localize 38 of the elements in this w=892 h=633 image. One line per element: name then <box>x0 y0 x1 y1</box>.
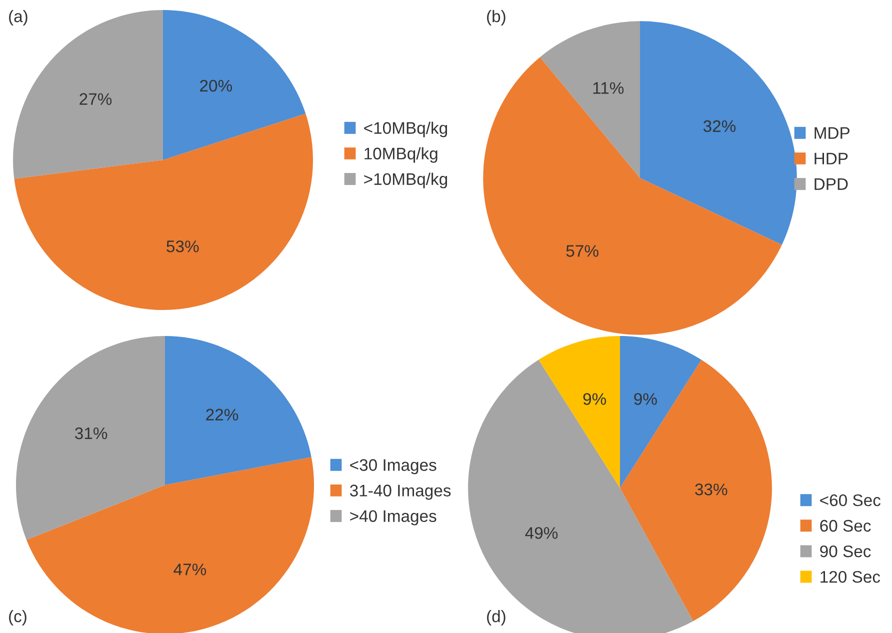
text: (b) <box>487 10 506 26</box>
text: (d) <box>487 610 506 626</box>
data-label: 32% <box>703 120 736 132</box>
legend-label: <60 Sec <box>820 494 881 506</box>
data-label: 33% <box>695 484 728 496</box>
pie-slice <box>540 21 640 178</box>
data-label: 22% <box>206 408 238 421</box>
text: (c) <box>9 610 26 626</box>
data-label: 20% <box>200 80 232 92</box>
legend-label: DPD <box>814 178 848 190</box>
legend-label: <30 Images <box>350 459 436 474</box>
legend-label: 31-40 Images <box>350 484 451 500</box>
legend-label: >10MBq/kg <box>364 172 448 188</box>
data-label: 27% <box>80 93 112 105</box>
legend-label: 90 Sec <box>820 545 871 558</box>
data-label: 47% <box>174 564 206 576</box>
data-label: 49% <box>525 527 558 539</box>
pie-slice <box>16 336 165 540</box>
text: (a) <box>9 10 28 26</box>
data-label: 31% <box>75 427 108 440</box>
pie-slice <box>483 57 782 335</box>
legend-label: <10MBq/kg <box>364 122 448 138</box>
pie-slice <box>163 10 306 160</box>
data-label: 11% <box>593 82 624 94</box>
data-label: 9% <box>634 393 657 405</box>
legend-label: MDP <box>814 127 850 139</box>
pie-slice <box>14 114 313 310</box>
data-label: 57% <box>566 245 598 257</box>
legend-label: 10MBq/kg <box>364 147 438 163</box>
pie-slice <box>165 336 312 485</box>
data-label: 9% <box>583 393 606 405</box>
legend-label: HDP <box>814 152 848 164</box>
pie-slice <box>26 457 314 633</box>
data-label: 53% <box>166 240 199 252</box>
legend-label: >40 Images <box>350 510 436 526</box>
pie-slice <box>640 21 797 245</box>
legend-label: 120 Sec <box>820 570 880 583</box>
legend-label: 60 Sec <box>820 520 871 532</box>
